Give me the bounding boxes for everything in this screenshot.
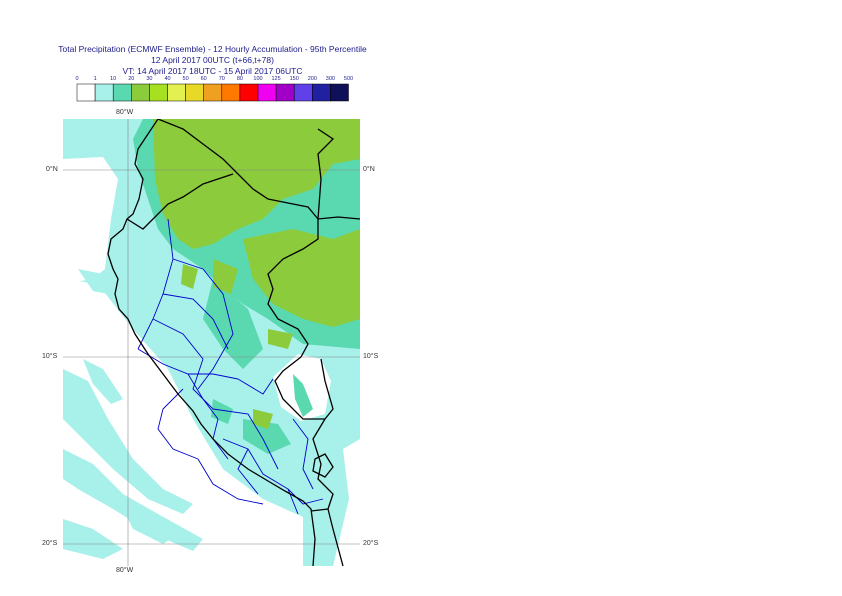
national-borders [107, 119, 360, 566]
legend-swatch [185, 83, 204, 102]
legend-tick-label: 100 [253, 76, 262, 82]
legend-swatch [275, 83, 295, 102]
lon-label-top: 80°W [116, 109, 134, 116]
legend-tick-label: 200 [308, 76, 317, 82]
legend-swatch [330, 83, 349, 102]
map-title: Total Precipitation (ECMWF Ensemble) - 1… [58, 44, 367, 54]
legend-swatch [239, 83, 259, 102]
legend-swatch [131, 83, 150, 102]
graticule [63, 119, 360, 566]
legend-tick-label: 300 [326, 76, 335, 82]
legend-swatch [221, 83, 241, 102]
lat-label-eq-right: 0°N [363, 166, 375, 173]
legend-tick-label: 60 [201, 76, 207, 82]
map-subtitle-base-time: 12 April 2017 00UTC (t+66,t+78) [151, 55, 274, 65]
legend-tick-label: 500 [344, 76, 353, 82]
regional-boundaries [137, 218, 324, 515]
legend-swatch [112, 83, 132, 102]
legend-tick-label: 150 [290, 76, 299, 82]
legend-swatch [257, 83, 277, 102]
legend-tick-label: 70 [219, 76, 225, 82]
lat-label-10s-left: 10°S [42, 353, 58, 360]
legend-swatch [94, 83, 114, 102]
map-canvas [63, 119, 360, 566]
legend-tick-label: 80 [237, 76, 243, 82]
map-subtitle-valid-time: VT: 14 April 2017 18UTC - 15 April 2017 … [122, 66, 303, 76]
legend-swatch [293, 83, 313, 102]
legend-tick-label: 30 [146, 76, 152, 82]
precipitation-map [63, 119, 360, 566]
color-legend: 0 1 10 20 30 40 50 60 70 80 100 125 150 200 300 500 [75, 76, 353, 102]
legend-tick-label: 20 [128, 76, 134, 82]
legend-swatch [76, 83, 96, 102]
ocean-precip-bands [63, 269, 203, 559]
lat-label-20s-left: 20°S [42, 540, 58, 547]
heavy-precip-areas [153, 119, 360, 429]
legend-swatch [312, 83, 331, 102]
legend-swatch [167, 83, 186, 102]
lat-label-eq-left: 0°N [46, 166, 58, 173]
legend-tick-label: 1 [94, 76, 97, 82]
legend-tick-label: 50 [183, 76, 189, 82]
legend-tick-label: 10 [110, 76, 116, 82]
legend-tick-label: 125 [272, 76, 281, 82]
legend-tick-label: 40 [164, 76, 170, 82]
lon-label-bottom: 80°W [116, 567, 134, 574]
legend-swatch [149, 83, 168, 102]
legend-tick-label: 0 [75, 76, 78, 82]
lat-label-20s-right: 20°S [363, 540, 379, 547]
lat-label-10s-right: 10°S [363, 353, 379, 360]
legend-swatch [203, 83, 223, 102]
